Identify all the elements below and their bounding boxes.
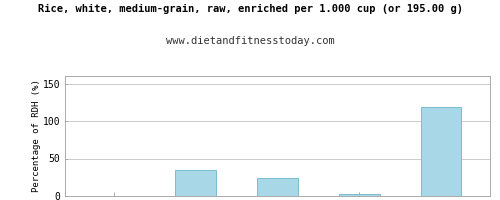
Bar: [176, 170, 216, 196]
Text: Rice, white, medium-grain, raw, enriched per 1.000 cup (or 195.00 g): Rice, white, medium-grain, raw, enriched…: [38, 4, 463, 14]
Bar: [420, 107, 462, 196]
Bar: [339, 194, 380, 196]
Y-axis label: Percentage of RDH (%): Percentage of RDH (%): [32, 80, 41, 192]
Bar: [257, 178, 298, 196]
Text: www.dietandfitnesstoday.com: www.dietandfitnesstoday.com: [166, 36, 334, 46]
